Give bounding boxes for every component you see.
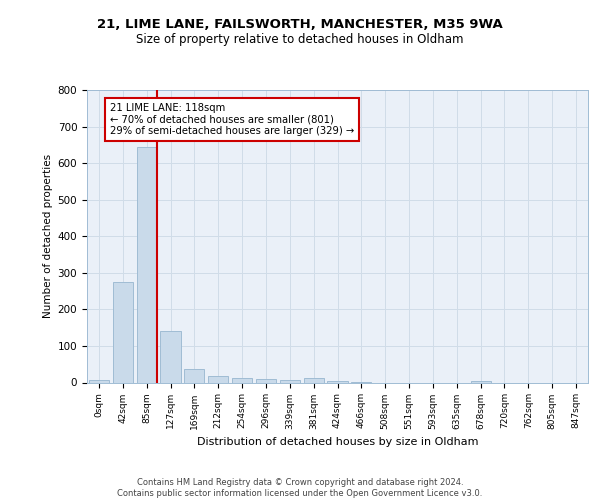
Bar xyxy=(160,332,181,382)
Bar xyxy=(137,146,157,382)
Bar xyxy=(280,380,300,382)
Bar xyxy=(113,282,133,382)
Text: 21 LIME LANE: 118sqm
← 70% of detached houses are smaller (801)
29% of semi-deta: 21 LIME LANE: 118sqm ← 70% of detached h… xyxy=(110,103,354,136)
Text: Contains HM Land Registry data © Crown copyright and database right 2024.
Contai: Contains HM Land Registry data © Crown c… xyxy=(118,478,482,498)
Bar xyxy=(184,369,205,382)
Y-axis label: Number of detached properties: Number of detached properties xyxy=(43,154,53,318)
Text: Size of property relative to detached houses in Oldham: Size of property relative to detached ho… xyxy=(136,32,464,46)
Bar xyxy=(470,380,491,382)
Bar xyxy=(256,379,276,382)
Bar xyxy=(328,381,347,382)
Bar xyxy=(304,378,324,382)
Text: 21, LIME LANE, FAILSWORTH, MANCHESTER, M35 9WA: 21, LIME LANE, FAILSWORTH, MANCHESTER, M… xyxy=(97,18,503,30)
X-axis label: Distribution of detached houses by size in Oldham: Distribution of detached houses by size … xyxy=(197,437,478,447)
Bar xyxy=(89,380,109,382)
Bar xyxy=(232,378,252,382)
Bar xyxy=(208,376,229,382)
